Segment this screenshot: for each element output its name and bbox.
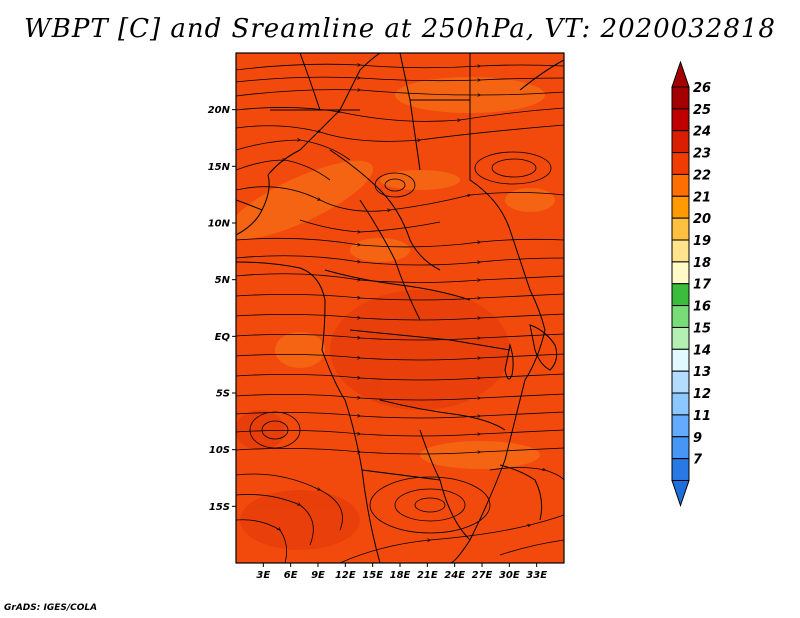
colorbar-label: 20 bbox=[693, 212, 711, 227]
colorbar-swatch bbox=[671, 239, 690, 263]
colorbar-swatch bbox=[671, 436, 690, 460]
colorbar-swatch bbox=[671, 283, 690, 307]
colorbar-label: 12 bbox=[693, 387, 711, 402]
lon-tick-label: 24E bbox=[444, 570, 465, 581]
map-area: 20N 15N 10N 5N EQ 5S 10S 15S 3E 6E 9E 12E 15E 18E 21E… bbox=[208, 52, 565, 581]
lon-tick-label: 9E bbox=[311, 570, 325, 581]
lon-axis: 3E 6E 9E 12E 15E 18E 21E 24E 27E 30E 33E bbox=[256, 563, 547, 581]
colorbar-label: 18 bbox=[693, 256, 711, 271]
colorbar-swatch bbox=[671, 348, 690, 372]
colorbar-label: 21 bbox=[693, 190, 711, 205]
colorbar-label: 19 bbox=[693, 234, 711, 249]
lat-tick-label: 5N bbox=[215, 275, 231, 286]
lon-tick-label: 33E bbox=[526, 570, 547, 581]
colorbar-label: 15 bbox=[693, 321, 711, 336]
colorbar-label: 16 bbox=[693, 300, 711, 315]
colorbar-label: 25 bbox=[693, 103, 711, 118]
colorbar-swatch bbox=[671, 370, 690, 394]
wbpt-dark-patches bbox=[236, 290, 510, 550]
colorbar-top-arrow bbox=[671, 60, 690, 88]
colorbar-swatch bbox=[671, 392, 690, 416]
colorbar-swatch bbox=[671, 305, 690, 328]
lat-axis: 20N 15N 10N 5N EQ 5S 10S 15S bbox=[208, 105, 236, 513]
colorbar-swatch bbox=[671, 414, 690, 438]
colorbar-swatch bbox=[671, 152, 690, 175]
lat-tick-label: 20N bbox=[208, 105, 231, 116]
lon-tick-label: 15E bbox=[362, 570, 383, 581]
lat-tick-label: 10S bbox=[209, 445, 230, 456]
lat-tick-label: 10N bbox=[208, 219, 231, 230]
colorbar-label: 23 bbox=[693, 147, 711, 162]
lon-tick-label: 18E bbox=[390, 570, 411, 581]
lon-tick-label: 27E bbox=[472, 570, 493, 581]
colorbar: 26 25 24 23 22 21 20 19 18 17 16 15 14 13 12 11 9 7 bbox=[671, 60, 712, 508]
colorbar-swatch bbox=[671, 108, 690, 132]
colorbar-label: 13 bbox=[693, 365, 711, 380]
lat-tick-label: 15N bbox=[208, 162, 231, 173]
colorbar-label: 26 bbox=[693, 81, 711, 96]
streamlines bbox=[236, 64, 564, 563]
lon-tick-label: 12E bbox=[335, 570, 356, 581]
colorbar-bottom-arrow bbox=[671, 479, 690, 508]
colorbar-label: 14 bbox=[693, 343, 711, 358]
colorbar-label: 9 bbox=[693, 431, 702, 446]
colorbar-swatch bbox=[671, 326, 690, 350]
lat-tick-label: 15S bbox=[209, 502, 230, 513]
colorbar-label: 22 bbox=[693, 168, 711, 183]
lon-tick-label: 30E bbox=[499, 570, 520, 581]
lon-tick-label: 3E bbox=[256, 570, 270, 581]
colorbar-swatch bbox=[671, 217, 690, 241]
colorbar-swatch bbox=[671, 195, 690, 219]
colorbar-swatch bbox=[671, 261, 690, 285]
colorbar-label: 17 bbox=[693, 278, 712, 293]
colorbar-swatch bbox=[671, 173, 690, 197]
colorbar-swatch bbox=[671, 86, 690, 110]
lon-tick-label: 21E bbox=[417, 570, 438, 581]
lon-tick-label: 6E bbox=[284, 570, 298, 581]
colorbar-swatch bbox=[671, 130, 690, 154]
colorbar-label: 24 bbox=[693, 125, 711, 140]
colorbar-swatch bbox=[671, 458, 690, 481]
colorbar-label: 7 bbox=[693, 453, 703, 468]
lat-tick-label: EQ bbox=[215, 332, 231, 343]
colorbar-label: 11 bbox=[693, 409, 711, 424]
grads-credit: GrADS: IGES/COLA bbox=[4, 603, 98, 613]
lat-tick-label: 5S bbox=[216, 389, 230, 400]
map-title: WBPT [C] and Sreamline at 250hPa, VT: 20… bbox=[24, 14, 776, 44]
